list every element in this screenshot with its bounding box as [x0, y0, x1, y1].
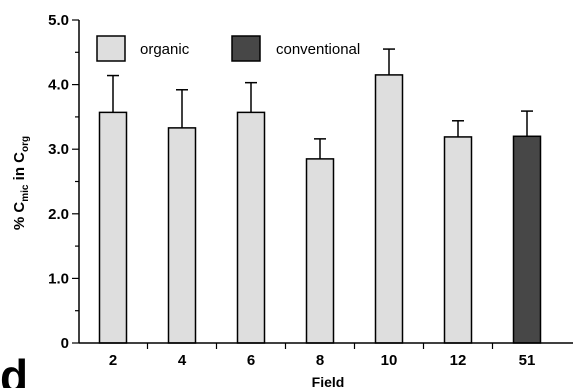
legend: organic conventional [96, 35, 360, 62]
legend-label-organic: organic [140, 41, 190, 58]
x-tick-label-2: 2 [109, 352, 117, 369]
bar-field-12 [443, 136, 473, 344]
x-tick-label-4: 4 [178, 352, 187, 369]
y-tick-label: 0 [61, 335, 69, 352]
panel-letter: d [0, 350, 28, 388]
bar-field-4 [167, 127, 197, 344]
x-tick-label-51: 51 [519, 352, 536, 369]
bar-field-6 [236, 111, 266, 344]
y-tick-label: 5.0 [48, 12, 69, 29]
legend-swatch-organic [96, 35, 126, 62]
y-tick-label: 4.0 [48, 77, 69, 94]
x-tick-label-10: 10 [381, 352, 398, 369]
legend-label-conventional: conventional [276, 41, 360, 58]
legend-swatch-conventional [231, 35, 261, 62]
x-axis-title: Field [312, 374, 345, 388]
bar-field-51 [512, 135, 542, 344]
y-tick-label: 3.0 [48, 141, 69, 158]
bar-field-8 [305, 158, 335, 344]
axes: 0 1.0 2.0 3.0 4.0 5.0 2 4 6 8 10 12 51 [48, 12, 573, 369]
y-axis-title: % Cmic in Corg [11, 136, 31, 230]
y-tick-label: 1.0 [48, 270, 69, 287]
bar-field-2 [98, 111, 128, 344]
x-tick-label-8: 8 [316, 352, 324, 369]
error-bars-group [107, 48, 533, 159]
x-tick-label-12: 12 [450, 352, 467, 369]
bars-group [98, 74, 542, 344]
y-tick-label: 2.0 [48, 206, 69, 223]
bar-field-10 [374, 74, 404, 344]
x-tick-label-6: 6 [247, 352, 255, 369]
